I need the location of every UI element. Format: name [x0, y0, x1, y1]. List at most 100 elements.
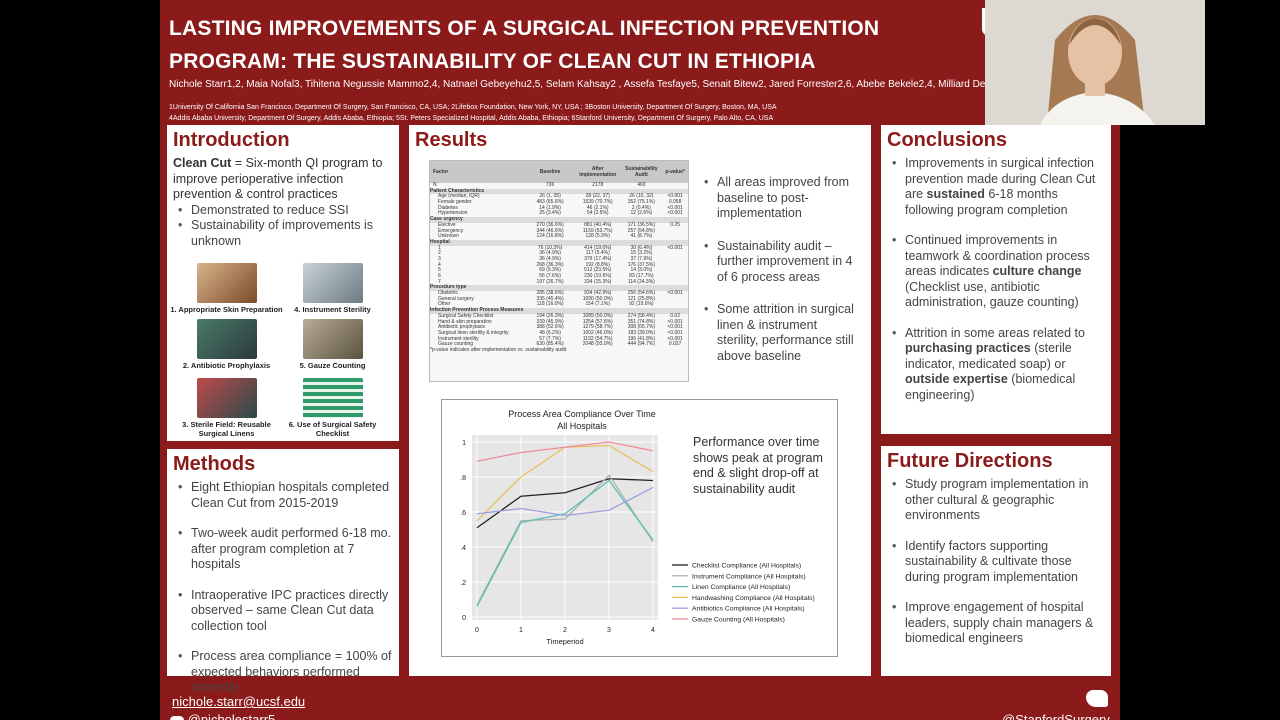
table-cell: 28 (22, 37) — [585, 193, 610, 200]
table-cell: 257 (54.8%) — [627, 227, 655, 234]
table-row: Diabetes 14 (1.9%) 46 (2.1%) 2 (0.4%) <0.001 — [430, 204, 688, 212]
table-cell: 469 — [637, 182, 646, 188]
presenter-icon — [985, 0, 1205, 125]
table-row: Instrument sterility 57 (7.7%) 1192 (54.7%… — [430, 335, 688, 343]
table-cell: 92 (19.6%) — [629, 301, 654, 308]
future-bullet: Improve engagement of hospital leaders, … — [887, 600, 1105, 647]
y-tick-label: 0 — [462, 615, 466, 622]
table-cell: Unknown — [438, 233, 459, 240]
table-cell: 69 (9.3%) — [539, 267, 561, 274]
introduction-heading: Introduction — [173, 129, 290, 151]
table-row: Other 118 (16.0%) 154 (7.1%) 92 (19.6%) — [430, 302, 688, 308]
table-cell: Diabetes — [438, 204, 458, 211]
table-cell: 256 (54.6%) — [627, 290, 655, 297]
table-cell: 3 — [438, 255, 441, 262]
col-header: Baseline — [539, 169, 561, 175]
table-row: Antibiotic prophylaxis 388 (52.6%) 1279 (5… — [430, 324, 688, 331]
twitter-handle-row: @nicholestarr5 — [170, 712, 275, 720]
table-header: Factor Baseline After Implementation Sus… — [430, 161, 688, 183]
table-cell: 308 (65.7%) — [627, 324, 655, 331]
antibiotic-photo — [196, 319, 257, 359]
intro-lead: Clean Cut = Six-month QI program to impr… — [167, 156, 399, 203]
table-cell: 268 (36.3%) — [536, 261, 564, 268]
stanford-handle[interactable]: @StanfordSurgery — [1002, 712, 1110, 720]
table-cell: Female gender — [438, 199, 472, 206]
chart-note: Performance over time shows peak at prog… — [693, 435, 823, 496]
methods-bullet: Intraoperative IPC practices directly ob… — [173, 588, 393, 635]
table-cell: 76 (10.3%) — [537, 244, 563, 251]
col-header: Factor — [433, 169, 449, 175]
table-cell: 114 (24.3%) — [627, 278, 655, 285]
table-cell: 117 (5.4%) — [585, 250, 610, 257]
table-cell: Age (median, IQR) — [438, 193, 480, 200]
table-cell — [662, 280, 688, 286]
series-line — [476, 474, 654, 606]
table-cell: 12 (2.6%) — [630, 210, 653, 217]
table-cell: <0.001 — [667, 244, 683, 251]
table-cell: 5 — [438, 267, 441, 274]
twitter-handle[interactable]: @nicholestarr5 — [187, 712, 276, 720]
table-cell: Gauze counting — [438, 341, 474, 348]
table-row: Emergency 344 (46.6%) 1169 (53.7%) 257 (54.… — [430, 227, 688, 235]
table-section-header: Case urgency — [430, 216, 688, 223]
y-tick-label: 1 — [462, 440, 466, 447]
table-section-header: Hospital — [430, 239, 688, 246]
table-cell: 48 (6.2%) — [539, 329, 561, 336]
x-tick-label: 3 — [607, 627, 611, 634]
table-cell: 30 (6.4%) — [630, 244, 653, 251]
table-cell: 934 (42.9%) — [584, 290, 612, 297]
table-row: 7 197 (26.7%) 334 (15.3%) 114 (24.3%) — [430, 278, 688, 286]
affiliations: 1University Of California San Francisco,… — [169, 102, 999, 124]
table-cell: 46 (2.1%) — [586, 204, 609, 211]
table-row: Obstetric 285 (38.6%) 934 (42.9%) 256 (54.6… — [430, 290, 688, 297]
series-line — [476, 478, 654, 529]
text: (Checklist use, antibiotic administratio… — [905, 279, 1079, 310]
y-tick-label: .8 — [460, 475, 466, 482]
table-cell: 881 (40.4%) — [584, 221, 612, 228]
series-line — [476, 479, 654, 607]
results-bullet: Some attrition in surgical linen & instr… — [699, 302, 861, 364]
table-row: Female gender 483 (65.6%) 1539 (70.7%) 352 … — [430, 199, 688, 206]
methods-bullets: Eight Ethiopian hospitals completed Clea… — [167, 480, 399, 696]
table-cell: 1089 (50.0%) — [582, 312, 613, 319]
table-cell: 183 (39.0%) — [627, 329, 655, 336]
compliance-chart: 0 .2 .4 .6 .8 1 0 1 2 3 4 Process Area Compliance O… — [441, 399, 838, 657]
table-row: Hypertension 25 (3.4%) 54 (2.5%) 12 (2.6%) <… — [430, 211, 688, 217]
image-caption: 6. Use of Surgical Safety Checklist — [288, 420, 377, 438]
table-cell: 0.25 — [670, 221, 680, 228]
methods-heading: Methods — [173, 453, 256, 475]
email-link[interactable]: nichole.starr@ucsf.edu — [172, 694, 306, 709]
table-cell: 41 (8.7%) — [630, 233, 653, 240]
table-cell: 388 (52.6%) — [536, 324, 564, 331]
table-cell: 54 (2.5%) — [586, 210, 609, 217]
legend-label: Checklist Compliance (All Hospitals) — [692, 563, 801, 570]
table-cell: 444 (94.7%) — [627, 341, 655, 348]
table-cell: 0.02 — [670, 312, 680, 319]
table-cell: 339 (45.9%) — [536, 318, 564, 325]
table-cell: 351 (74.8%) — [627, 318, 655, 325]
bold-text: outside expertise — [905, 372, 1008, 386]
col-header: p-value* — [665, 169, 685, 175]
table-cell: General surgery — [438, 295, 474, 302]
introduction-panel: Introduction Clean Cut = Six-month QI pr… — [167, 125, 399, 441]
table-cell: 334 (15.3%) — [584, 278, 612, 285]
table-cell: Elective — [438, 221, 456, 228]
table-cell: 335 (45.4%) — [536, 295, 564, 302]
table-footnote: *p-value indicates after implementation … — [430, 346, 567, 353]
x-tick-label: 1 — [519, 627, 523, 634]
table-cell: 196 (41.8%) — [627, 335, 655, 342]
image-caption: 3. Sterile Field: Reusable Surgical Line… — [182, 420, 271, 438]
table-cell: Obstetric — [438, 290, 459, 297]
bold-text: sustained — [926, 187, 985, 201]
table-row: 3 36 (4.9%) 379 (17.4%) 37 (7.9%) — [430, 255, 688, 263]
table-cell — [662, 183, 688, 189]
table-cell: Instrument sterility — [438, 335, 479, 342]
image-caption: 4. Instrument Sterility — [294, 305, 371, 314]
methods-bullet: Eight Ethiopian hospitals completed Clea… — [173, 480, 393, 511]
table-cell: 15 (3.2%) — [630, 250, 653, 257]
table-cell: <0.001 — [667, 324, 683, 331]
text: 6-18 months following program completion — [905, 187, 1068, 217]
image-gauze: 5. Gauze Counting — [275, 319, 390, 370]
table-cell: 0.037 — [668, 341, 682, 348]
table-cell: 1279 (58.7%) — [582, 324, 613, 331]
